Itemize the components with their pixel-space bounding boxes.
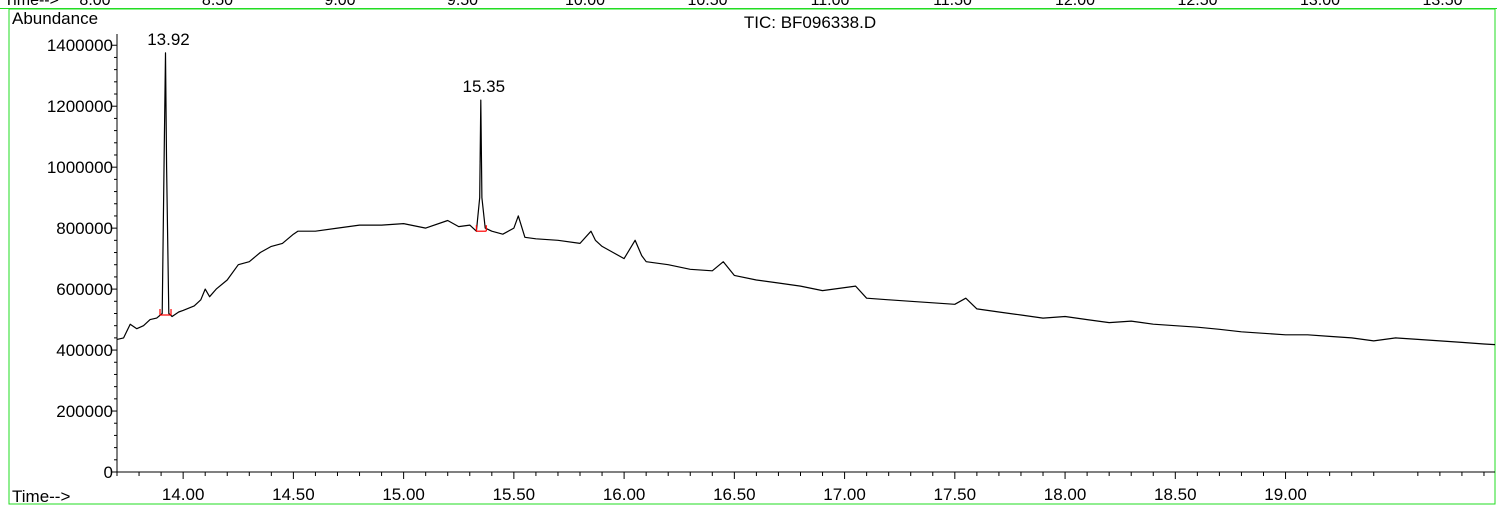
- x-tick-label: 15.50: [493, 485, 536, 504]
- top-time-strip: Time--> 8.00 8.50 9.00 9.50 10.00 10.50 11.00 1…: [4, 0, 1463, 9]
- top-strip-tick-label: 13.50: [1422, 0, 1462, 9]
- y-axis-label: Abundance: [12, 9, 98, 28]
- x-tick-label: 17.50: [934, 485, 977, 504]
- top-strip-tick-label: 12.50: [1177, 0, 1217, 9]
- y-axis-ticks: 0 200000 400000 600000 800000 1000000 1200000 1…: [47, 36, 117, 482]
- x-tick-label: 18.50: [1154, 485, 1197, 504]
- tic-trace-line: [116, 52, 1496, 346]
- top-strip-tick-label: 10.00: [565, 0, 605, 9]
- x-tick-label: 14.00: [162, 485, 205, 504]
- peak-label: 15.35: [463, 77, 506, 96]
- chart-title: TIC: BF096338.D: [744, 13, 876, 32]
- top-strip-tick-label: 9.50: [447, 0, 478, 9]
- top-strip-tick-label: 10.50: [687, 0, 727, 9]
- series-traces: [116, 52, 1496, 346]
- y-tick-label: 600000: [56, 280, 113, 299]
- y-tick-label: 800000: [56, 219, 113, 238]
- top-strip-tick-label: 8.50: [202, 0, 233, 9]
- x-tick-label: 16.50: [713, 485, 756, 504]
- x-tick-label: 14.50: [272, 485, 315, 504]
- y-tick-label: 1200000: [47, 97, 113, 116]
- top-strip-time-label: Time-->: [4, 0, 59, 9]
- y-tick-label: 1400000: [47, 36, 113, 55]
- top-strip-tick-label: 11.00: [811, 0, 850, 9]
- x-tick-label: 17.00: [823, 485, 866, 504]
- x-axis-ticks: 14.00 14.50 15.00 15.50 16.00 16.50 17.00 17.50…: [116, 472, 1485, 504]
- top-strip-tick-label: 11.50: [933, 0, 972, 9]
- top-strip-tick-label: 12.00: [1055, 0, 1095, 9]
- x-tick-label: 15.00: [382, 485, 425, 504]
- plot-frame: [8, 8, 1496, 505]
- top-strip-tick-label: 13.00: [1300, 0, 1340, 9]
- x-axis-label: Time-->: [12, 487, 70, 506]
- x-tick-label: 19.00: [1264, 485, 1307, 504]
- x-tick-label: 16.00: [603, 485, 646, 504]
- y-tick-label: 1000000: [47, 158, 113, 177]
- axes: [116, 34, 1495, 473]
- peak-annotations: 13.92 15.35: [147, 30, 506, 316]
- peak-label: 13.92: [147, 30, 190, 49]
- y-tick-label: 400000: [56, 341, 113, 360]
- top-strip-tick-label: 9.00: [324, 0, 355, 9]
- chart-frame: [0, 8, 1497, 505]
- y-tick-label: 200000: [56, 402, 113, 421]
- y-tick-label: 0: [104, 463, 113, 482]
- x-tick-label: 18.00: [1044, 485, 1087, 504]
- top-strip-tick-label: 8.00: [79, 0, 110, 9]
